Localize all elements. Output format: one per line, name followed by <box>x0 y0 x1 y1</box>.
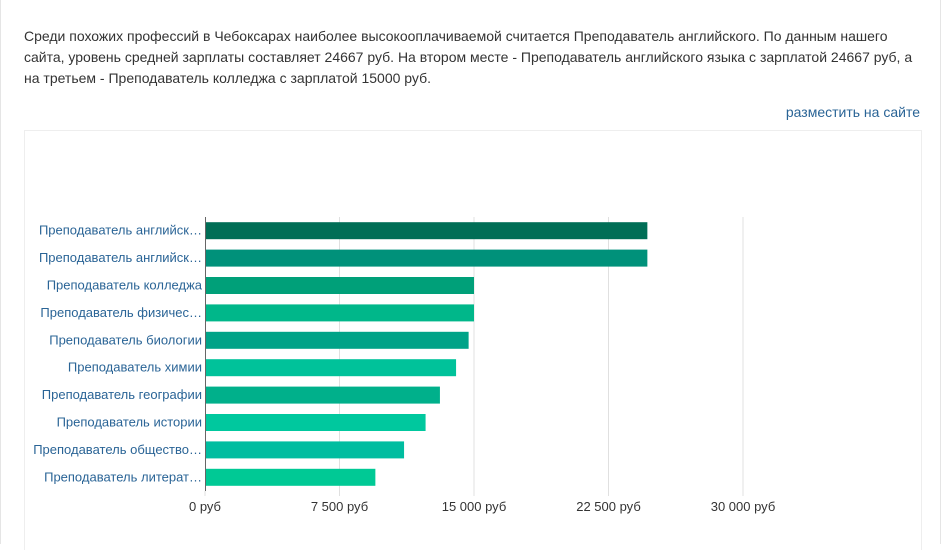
category-label[interactable]: Преподаватель колледжа <box>47 278 203 293</box>
category-label[interactable]: Преподаватель литерат… <box>44 469 202 484</box>
bar <box>205 331 469 349</box>
salary-chart-container: Преподаватель английск… Преподаватель анг… <box>24 130 922 550</box>
category-label[interactable]: Преподаватель английск… <box>39 250 202 265</box>
category-label[interactable]: Преподаватель английск… <box>39 223 202 238</box>
x-tick-label: 15 000 руб <box>442 499 507 514</box>
bar <box>205 386 440 404</box>
category-label[interactable]: Преподаватель биологии <box>49 332 202 347</box>
salary-bar-chart: Преподаватель английск… Преподаватель анг… <box>33 217 776 514</box>
category-label[interactable]: Преподаватель географии <box>42 387 202 402</box>
bar <box>205 304 474 322</box>
intro-text: Среди похожих профессий в Чебоксарах наи… <box>24 28 913 86</box>
bar <box>205 414 426 431</box>
bar <box>205 441 405 459</box>
category-label[interactable]: Преподаватель физичес… <box>40 305 202 320</box>
x-tick-label: 22 500 руб <box>576 499 641 514</box>
x-tick-label: 30 000 руб <box>711 499 776 514</box>
bar <box>205 222 648 240</box>
bar <box>205 468 376 486</box>
bar <box>205 359 457 377</box>
x-tick-label: 0 руб <box>189 499 221 514</box>
bar <box>205 277 474 294</box>
embed-on-site-link[interactable]: разместить на сайте <box>785 104 920 120</box>
bar <box>205 249 648 267</box>
category-label[interactable]: Преподаватель общество… <box>33 442 202 457</box>
x-tick-label: 7 500 руб <box>311 499 368 514</box>
category-label[interactable]: Преподаватель химии <box>68 360 202 375</box>
category-label[interactable]: Преподаватель истории <box>57 415 202 430</box>
